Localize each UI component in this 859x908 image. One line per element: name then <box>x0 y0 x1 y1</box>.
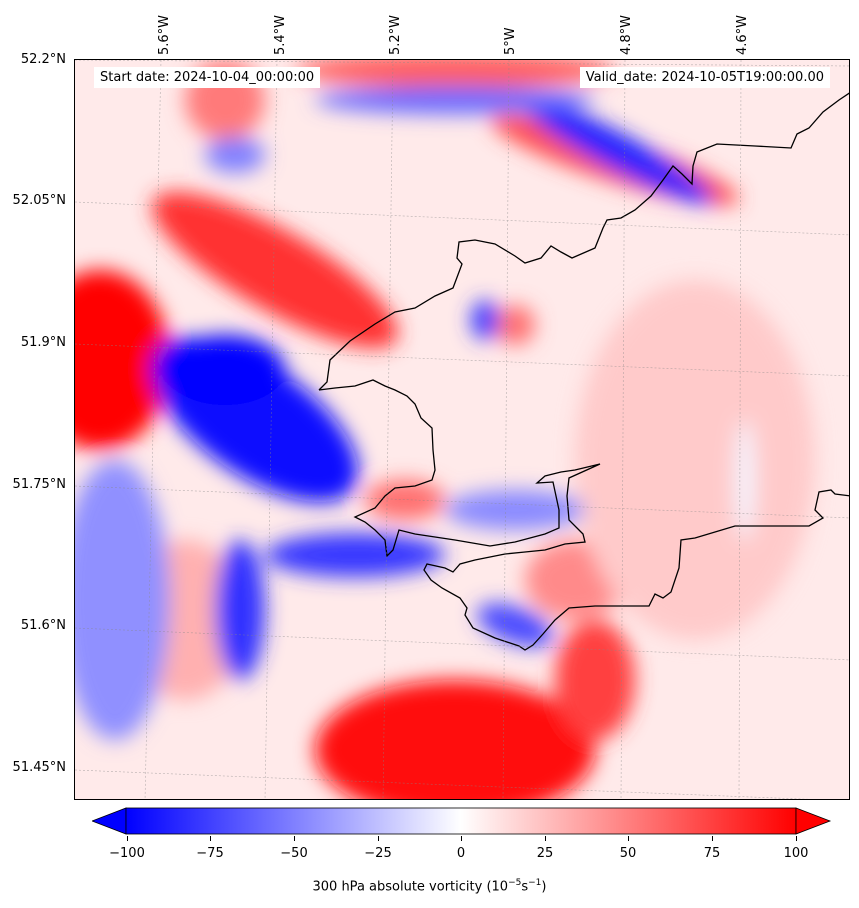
colorbar-tick: −25 <box>364 846 392 861</box>
lon-label: 4.8°W <box>619 14 634 55</box>
lon-label: 5.4°W <box>273 14 288 55</box>
colorbar-label-mid: s <box>521 879 529 895</box>
colorbar-gradient <box>125 807 797 835</box>
colorbar-label-exp1: −5 <box>508 878 522 888</box>
vorticity-map <box>74 59 850 800</box>
colorbar-label: 300 hPa absolute vorticity (10−5s−1) <box>0 878 859 894</box>
colorbar-tick: 0 <box>456 846 466 861</box>
lat-label: 51.45°N <box>12 760 66 775</box>
colorbar-label-text: 300 hPa absolute vorticity (10 <box>312 879 509 895</box>
colorbar <box>92 807 832 835</box>
lat-label: 52.05°N <box>12 193 66 208</box>
lat-label: 51.9°N <box>20 335 66 350</box>
lon-label: 4.6°W <box>735 14 750 55</box>
graticule <box>75 60 849 799</box>
lon-label: 5°W <box>503 27 518 55</box>
colorbar-tick: 50 <box>619 846 637 861</box>
colorbar-min-extend <box>92 807 127 835</box>
start-date-label: Start date: 2024-10-04_00:00:00 <box>94 67 321 88</box>
colorbar-max-extend <box>795 807 832 835</box>
colorbar-tick: −50 <box>280 846 308 861</box>
colorbar-label-end: ) <box>541 879 547 895</box>
coastline <box>318 92 849 651</box>
valid-date-label: Valid_date: 2024-10-05T19:00:00.00 <box>579 67 830 88</box>
colorbar-tick: 100 <box>783 846 809 861</box>
colorbar-tick: 75 <box>703 846 721 861</box>
lon-label: 5.2°W <box>388 14 403 55</box>
colorbar-label-exp2: −1 <box>528 878 542 888</box>
lat-label: 51.6°N <box>20 618 66 633</box>
lon-label: 5.6°W <box>157 14 172 55</box>
map-canvas <box>75 60 849 799</box>
lat-label: 51.75°N <box>12 477 66 492</box>
colorbar-tick: −100 <box>109 846 145 861</box>
lat-label: 52.2°N <box>20 52 66 67</box>
colorbar-tick: 25 <box>536 846 554 861</box>
colorbar-tick: −75 <box>196 846 224 861</box>
